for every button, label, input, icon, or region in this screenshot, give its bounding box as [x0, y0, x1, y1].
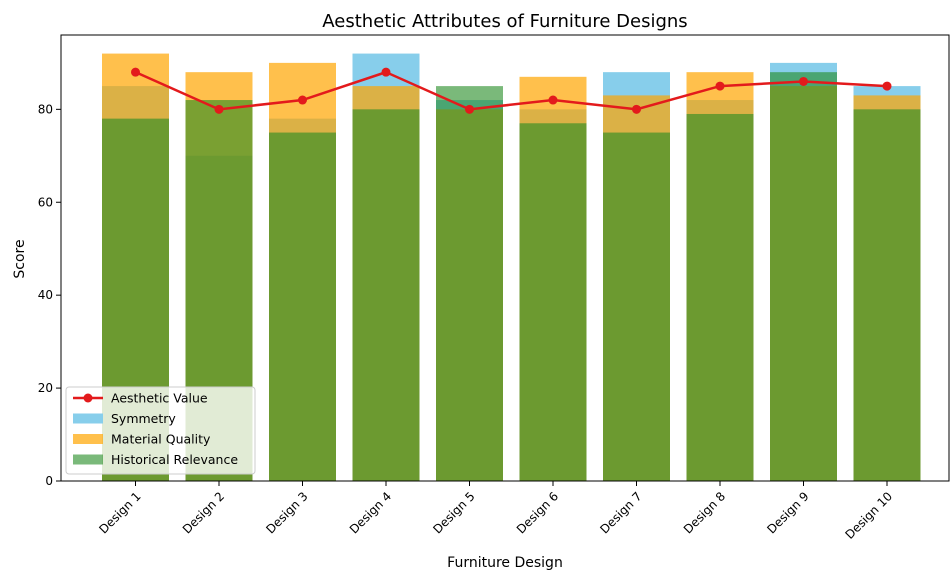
- x-tick-label-6: Design 6: [514, 489, 561, 536]
- bar-historical-relevance-5: [436, 86, 503, 482]
- legend: Aesthetic Value Symmetry Material Quality H…: [65, 386, 256, 475]
- legend-label-historical-relevance: Historical Relevance: [111, 452, 238, 467]
- y-axis: 0 20 40 60 80: [38, 102, 61, 488]
- x-tick-label-8: Design 8: [681, 489, 728, 536]
- legend-label-symmetry: Symmetry: [111, 411, 176, 426]
- legend-swatch-symmetry: [73, 413, 103, 424]
- legend-marker-aesthetic-value: [83, 393, 93, 403]
- legend-label-material-quality: Material Quality: [111, 432, 211, 447]
- bar-historical-relevance-7: [603, 132, 670, 481]
- x-tick-label-5: Design 5: [430, 489, 477, 536]
- point-aesthetic-value-9: [799, 76, 808, 86]
- y-tick-label-60: 60: [38, 195, 53, 209]
- point-aesthetic-value-1: [131, 67, 140, 77]
- y-tick-label-0: 0: [45, 474, 53, 488]
- x-tick-label-4: Design 4: [347, 489, 394, 536]
- point-aesthetic-value-2: [214, 104, 224, 114]
- x-tick-label-1: Design 1: [96, 489, 143, 536]
- plot-frame: [60, 34, 950, 482]
- x-tick-label-7: Design 7: [597, 489, 644, 536]
- point-aesthetic-value-6: [548, 95, 558, 105]
- chart-title: Aesthetic Attributes of Furniture Design…: [322, 11, 687, 32]
- bar-historical-relevance-3: [269, 132, 336, 481]
- x-tick-label-2: Design 2: [180, 489, 227, 536]
- x-tick-label-9: Design 9: [764, 489, 811, 536]
- x-axis-title: Furniture Design: [447, 555, 563, 571]
- y-tick-label-40: 40: [38, 288, 53, 302]
- legend-swatch-historical-relevance: [73, 454, 103, 465]
- line-layer: [131, 67, 892, 114]
- y-tick-label-20: 20: [38, 381, 53, 395]
- x-axis: Design 1 Design 2 Design 3 Design 4 Design 5…: [96, 481, 895, 542]
- point-aesthetic-value-3: [298, 95, 307, 105]
- point-aesthetic-value-10: [882, 81, 892, 91]
- y-axis-title: Score: [12, 239, 28, 278]
- bars-layer: [102, 53, 921, 482]
- bar-historical-relevance-6: [519, 123, 587, 481]
- point-aesthetic-value-8: [715, 81, 725, 91]
- legend-swatch-material-quality: [73, 434, 103, 444]
- point-aesthetic-value-4: [381, 67, 391, 77]
- bar-historical-relevance-10: [853, 109, 921, 481]
- x-tick-label-10: Design 10: [842, 489, 895, 542]
- bar-historical-relevance-8: [686, 113, 754, 482]
- point-aesthetic-value-5: [465, 104, 474, 114]
- bar-historical-relevance-4: [352, 109, 420, 481]
- point-aesthetic-value-7: [632, 104, 641, 114]
- y-tick-label-80: 80: [38, 102, 53, 116]
- legend-box: [65, 386, 256, 475]
- legend-label-aesthetic-value: Aesthetic Value: [111, 391, 208, 406]
- line-aesthetic-value: [134, 70, 888, 111]
- x-tick-label-3: Design 3: [263, 489, 310, 536]
- bar-historical-relevance-9: [770, 72, 837, 482]
